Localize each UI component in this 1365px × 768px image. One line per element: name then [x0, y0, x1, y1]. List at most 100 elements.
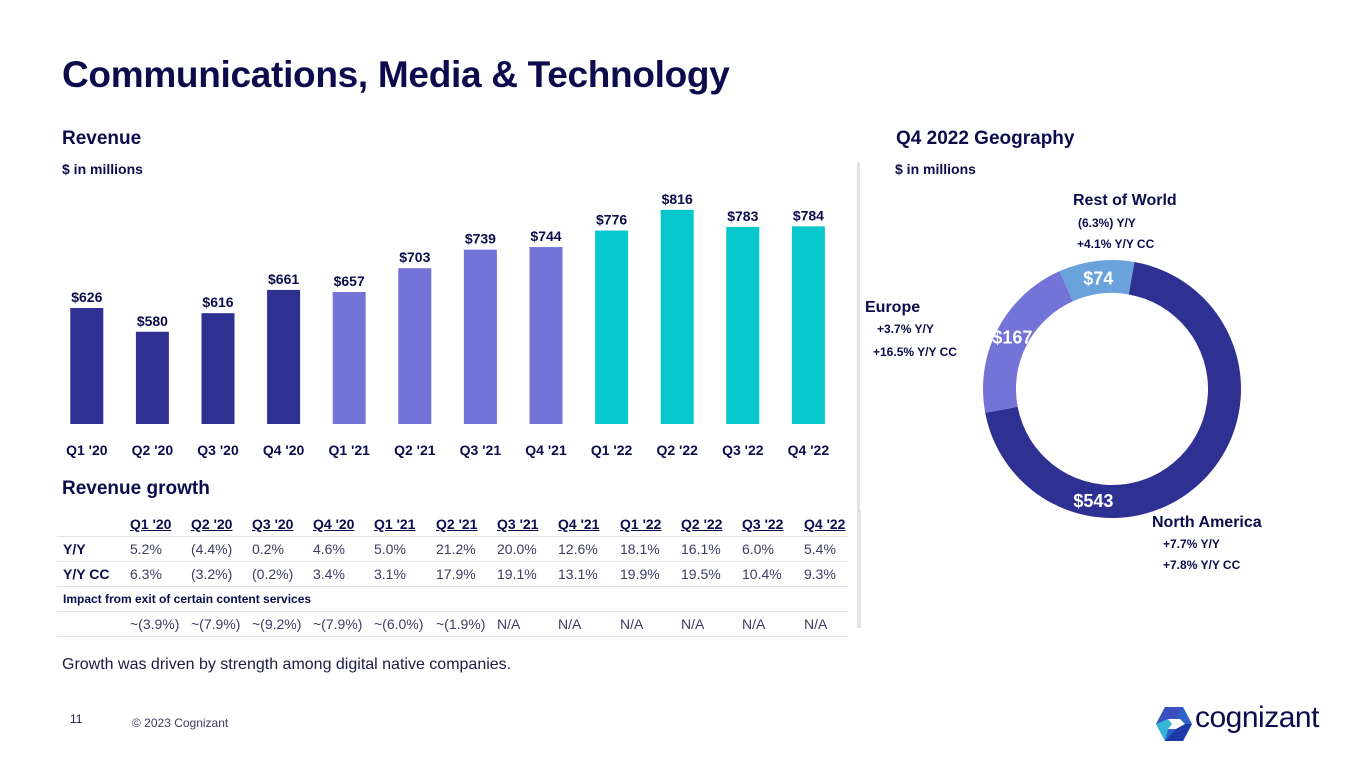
- table-cell: 19.5%: [681, 566, 721, 582]
- bar-q1-21: [332, 291, 366, 424]
- geography-donut-chart: $543 $167 $74: [983, 260, 1241, 518]
- column-header: Q3 '21: [497, 516, 539, 532]
- bar-q4-22: [791, 226, 825, 424]
- donut-slice-europe: [983, 271, 1073, 413]
- bar-q2-22: [660, 209, 694, 424]
- bar-value-label: $816: [662, 191, 693, 207]
- page-number: 11: [70, 712, 83, 726]
- geography-heading: Q4 2022 Geography: [896, 128, 1075, 149]
- table-row-yycc: Y/Y CC 6.3% (3.2%) (0.2%) 3.4% 3.1% 17.9…: [57, 561, 848, 587]
- row-label: Y/Y: [63, 541, 86, 557]
- table-cell: N/A: [804, 616, 828, 632]
- region-yy-rest-of-world: (6.3%) Y/Y: [1078, 216, 1136, 230]
- bar-value-label: $776: [596, 212, 627, 228]
- bar-value-label: $784: [793, 207, 824, 223]
- column-header: Q1 '20: [130, 516, 172, 532]
- table-cell: 18.1%: [620, 541, 660, 557]
- bar-q1-20: [70, 308, 104, 424]
- bar-q4-21: [529, 247, 563, 424]
- x-tick-label: Q4 '20: [263, 442, 305, 458]
- row-label: Y/Y CC: [63, 566, 110, 582]
- table-row-impact: ~(3.9%) ~(7.9%) ~(9.2%) ~(7.9%) ~(6.0%) …: [57, 611, 848, 637]
- bar-value-label: $661: [268, 271, 299, 287]
- section-divider: [857, 162, 860, 628]
- column-header: Q4 '22: [804, 516, 846, 532]
- table-row-yy: Y/Y 5.2% (4.4%) 0.2% 4.6% 5.0% 21.2% 20.…: [57, 536, 848, 562]
- page-title: Communications, Media & Technology: [62, 54, 730, 95]
- table-cell: 5.2%: [130, 541, 162, 557]
- table-cell: 19.9%: [620, 566, 660, 582]
- table-cell: N/A: [620, 616, 644, 632]
- region-yy-europe: +3.7% Y/Y: [877, 322, 934, 336]
- bar-q4-20: [267, 289, 301, 424]
- table-cell: ~(9.2%): [252, 616, 302, 632]
- bar-value-label: $703: [399, 249, 430, 265]
- table-right-border: [859, 510, 861, 628]
- region-label-north-america: North America: [1152, 514, 1262, 531]
- table-cell: 6.3%: [130, 566, 162, 582]
- table-cell: 10.4%: [742, 566, 782, 582]
- table-cell: (0.2%): [252, 566, 294, 582]
- bar-q3-22: [726, 226, 760, 424]
- table-cell: 12.6%: [558, 541, 598, 557]
- table-cell: 13.1%: [558, 566, 598, 582]
- region-label-rest-of-world: Rest of World: [1073, 192, 1177, 209]
- table-cell: ~(1.9%): [436, 616, 486, 632]
- table-cell: 6.0%: [742, 541, 774, 557]
- table-cell: 20.0%: [497, 541, 537, 557]
- bar-value-label: $783: [727, 208, 758, 224]
- region-yycc-europe: +16.5% Y/Y CC: [873, 345, 957, 359]
- x-tick-label: Q3 '21: [460, 442, 502, 458]
- table-cell: 3.1%: [374, 566, 406, 582]
- table-cell: 5.4%: [804, 541, 836, 557]
- x-tick-label: Q4 '21: [525, 442, 567, 458]
- table-cell: 17.9%: [436, 566, 476, 582]
- table-cell: N/A: [681, 616, 705, 632]
- region-yy-north-america: +7.7% Y/Y: [1163, 537, 1220, 551]
- table-cell: 9.3%: [804, 566, 836, 582]
- x-tick-label: Q1 '22: [591, 442, 633, 458]
- region-yycc-rest-of-world: +4.1% Y/Y CC: [1077, 237, 1155, 251]
- table-cell: N/A: [558, 616, 582, 632]
- table-cell: 5.0%: [374, 541, 406, 557]
- bar-q3-21: [463, 249, 497, 424]
- table-cell: ~(3.9%): [130, 616, 180, 632]
- column-header: Q2 '21: [436, 516, 478, 532]
- x-tick-label: Q2 '22: [656, 442, 698, 458]
- column-header: Q2 '22: [681, 516, 723, 532]
- donut-slice-rest-of-world: [1059, 260, 1135, 302]
- table-cell: ~(7.9%): [191, 616, 241, 632]
- bar-q2-21: [398, 268, 432, 424]
- table-header-blank: [57, 512, 130, 537]
- x-tick-label: Q2 '20: [132, 442, 174, 458]
- revenue-bar-chart: $626 Q1 '20 $580 Q2 '20 $616 Q3 '20 $661 Q4 '20…: [66, 191, 829, 458]
- geography-unit: $ in millions: [895, 161, 976, 177]
- x-tick-label: Q3 '20: [197, 442, 239, 458]
- bar-q2-20: [135, 331, 169, 424]
- revenue-growth-table: Q1 '20 Q2 '20 Q3 '20 Q4 '20 Q1 '21 Q2 '2…: [57, 512, 848, 637]
- revenue-heading: Revenue: [62, 128, 142, 149]
- x-tick-label: Q1 '21: [328, 442, 370, 458]
- donut-value-label: $74: [1083, 268, 1113, 288]
- table-header-row: Q1 '20 Q2 '20 Q3 '20 Q4 '20 Q1 '21 Q2 '2…: [57, 512, 848, 537]
- region-label-europe: Europe: [865, 299, 921, 316]
- revenue-unit: $ in millions: [62, 161, 143, 177]
- table-cell: (3.2%): [191, 566, 233, 582]
- table-cell: ~(6.0%): [374, 616, 424, 632]
- bar-q3-20: [201, 313, 235, 424]
- x-tick-label: Q1 '20: [66, 442, 108, 458]
- table-cell: (4.4%): [191, 541, 233, 557]
- table-cell: 3.4%: [313, 566, 345, 582]
- donut-value-label: $167: [992, 328, 1032, 348]
- table-cell: N/A: [742, 616, 766, 632]
- table-row-impact-label: Impact from exit of certain content serv…: [57, 586, 848, 612]
- bar-value-label: $616: [202, 294, 233, 310]
- bar-value-label: $657: [334, 273, 365, 289]
- cognizant-logo-icon: [1156, 707, 1192, 741]
- column-header: Q4 '20: [313, 516, 355, 532]
- column-header: Q2 '20: [191, 516, 233, 532]
- bar-value-label: $626: [71, 289, 102, 305]
- table-cell: ~(7.9%): [313, 616, 363, 632]
- table-cell: 21.2%: [436, 541, 476, 557]
- copyright: © 2023 Cognizant: [132, 716, 229, 730]
